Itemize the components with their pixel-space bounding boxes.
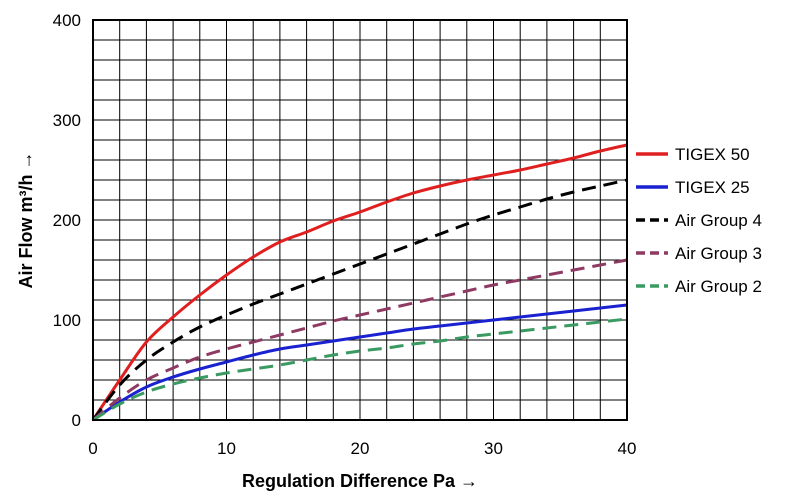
series-line-air-group-2 xyxy=(92,317,628,422)
grid xyxy=(93,20,627,420)
x-tick-label: 20 xyxy=(351,439,370,458)
series-lines xyxy=(91,143,628,422)
series-line-air-group-3 xyxy=(92,258,628,422)
legend-label-air-group-2: Air Group 2 xyxy=(675,277,762,296)
series-line-tigex-25 xyxy=(92,303,628,422)
x-tick-label: 30 xyxy=(484,439,503,458)
x-tick-label: 10 xyxy=(217,439,236,458)
y-tick-label: 200 xyxy=(53,211,81,230)
x-tick-label: 40 xyxy=(618,439,637,458)
series-line-tigex-50 xyxy=(91,143,628,421)
series-line-air-group-4 xyxy=(91,178,628,421)
y-tick-label: 0 xyxy=(72,411,81,430)
y-tick-label: 300 xyxy=(53,111,81,130)
legend: TIGEX 50 TIGEX 25 Air Group 4 Air Group 3 Ai… xyxy=(636,145,762,296)
x-tick-label: 0 xyxy=(88,439,97,458)
y-axis-title: Air Flow m³/h → xyxy=(16,152,36,289)
legend-label-tigex-25: TIGEX 25 xyxy=(675,178,750,197)
legend-label-air-group-3: Air Group 3 xyxy=(675,244,762,263)
legend-label-air-group-4: Air Group 4 xyxy=(675,211,762,230)
plot-frame xyxy=(92,19,628,421)
y-tick-labels: 0 100 200 300 400 xyxy=(53,11,81,430)
x-tick-labels: 0 10 20 30 40 xyxy=(88,439,636,458)
y-tick-label: 400 xyxy=(53,11,81,30)
y-tick-label: 100 xyxy=(53,311,81,330)
legend-label-tigex-50: TIGEX 50 xyxy=(675,145,750,164)
x-axis-title: Regulation Difference Pa → xyxy=(242,471,478,491)
